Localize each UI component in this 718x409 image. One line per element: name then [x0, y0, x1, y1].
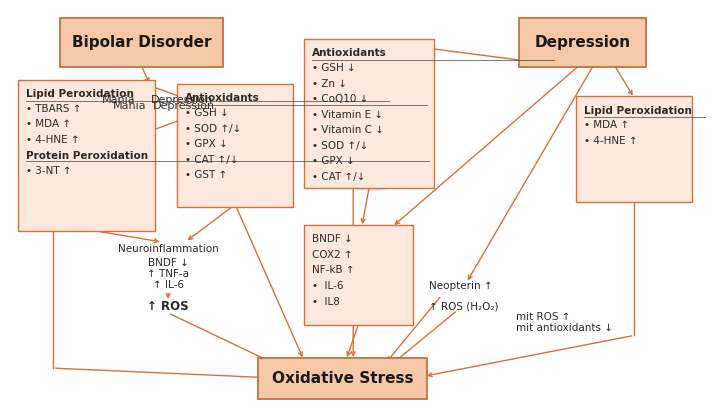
Text: Lipid Peroxidation: Lipid Peroxidation [26, 89, 134, 99]
Text: • Vitamin E ↓: • Vitamin E ↓ [312, 110, 383, 119]
Text: COX2 ↑: COX2 ↑ [312, 250, 353, 260]
Text: • GSH ↓: • GSH ↓ [185, 108, 229, 118]
Text: • MDA ↑: • MDA ↑ [26, 119, 71, 129]
Text: • 4-HNE ↑: • 4-HNE ↑ [26, 135, 80, 145]
Text: • SOD ↑/↓: • SOD ↑/↓ [312, 141, 368, 151]
Text: mit antioxidants ↓: mit antioxidants ↓ [516, 323, 612, 333]
Text: Antioxidants: Antioxidants [312, 48, 387, 58]
Text: • 4-HNE ↑: • 4-HNE ↑ [584, 136, 638, 146]
Text: • MDA ↑: • MDA ↑ [584, 120, 629, 130]
Text: Oxidative Stress: Oxidative Stress [272, 371, 414, 386]
FancyBboxPatch shape [304, 225, 414, 325]
Text: ↑ ROS (H₂O₂): ↑ ROS (H₂O₂) [429, 302, 499, 312]
Text: • Zn ↓: • Zn ↓ [312, 79, 348, 88]
Text: Lipid Peroxidation: Lipid Peroxidation [584, 106, 692, 115]
Text: ↑ IL-6: ↑ IL-6 [153, 281, 184, 290]
Circle shape [348, 126, 373, 140]
Text: • GPX ↓: • GPX ↓ [185, 139, 228, 149]
Text: Neuroinflammation: Neuroinflammation [118, 245, 218, 254]
Text: NF-kB ↑: NF-kB ↑ [312, 265, 355, 275]
FancyBboxPatch shape [519, 18, 646, 67]
Text: Antioxidants: Antioxidants [185, 93, 260, 103]
Text: •  IL8: • IL8 [312, 297, 340, 306]
Text: • TBARS ↑: • TBARS ↑ [26, 104, 82, 114]
Text: • GPX ↓: • GPX ↓ [312, 156, 355, 166]
Circle shape [369, 101, 415, 128]
Circle shape [384, 135, 400, 144]
Text: Mania: Mania [113, 101, 146, 111]
FancyBboxPatch shape [177, 84, 293, 207]
Circle shape [345, 144, 390, 171]
FancyBboxPatch shape [304, 39, 434, 188]
Text: BNDF ↓: BNDF ↓ [312, 234, 353, 244]
FancyBboxPatch shape [18, 80, 155, 231]
Ellipse shape [307, 80, 434, 190]
Text: Depression: Depression [535, 36, 631, 50]
Text: Bipolar Disorder: Bipolar Disorder [72, 36, 211, 50]
FancyBboxPatch shape [576, 96, 692, 202]
Text: Depression: Depression [154, 101, 215, 111]
Text: • GSH ↓: • GSH ↓ [312, 63, 356, 73]
FancyBboxPatch shape [258, 358, 427, 399]
Circle shape [325, 88, 388, 125]
Text: ↑ ROS: ↑ ROS [147, 300, 189, 313]
Text: • Vitamin C ↓: • Vitamin C ↓ [312, 125, 384, 135]
Text: • 3-NT ↑: • 3-NT ↑ [26, 166, 72, 176]
Circle shape [381, 108, 403, 121]
Text: Protein Peroxidation: Protein Peroxidation [26, 151, 148, 160]
Text: Neopterin ↑: Neopterin ↑ [429, 281, 493, 291]
Text: • CAT ↑/↓: • CAT ↑/↓ [185, 155, 238, 164]
Text: • GST ↑: • GST ↑ [185, 170, 228, 180]
Circle shape [342, 98, 371, 115]
Text: • CoQ10 ↓: • CoQ10 ↓ [312, 94, 368, 104]
Circle shape [357, 152, 378, 163]
Text: BNDF ↓: BNDF ↓ [148, 258, 189, 267]
Text: • CAT ↑/↓: • CAT ↑/↓ [312, 172, 365, 182]
Text: Depression: Depression [151, 95, 213, 105]
FancyBboxPatch shape [60, 18, 223, 67]
Text: Mania: Mania [102, 95, 136, 105]
Circle shape [333, 117, 387, 148]
Text: •  IL-6: • IL-6 [312, 281, 344, 291]
Circle shape [374, 129, 410, 149]
Text: mit ROS ↑: mit ROS ↑ [516, 312, 570, 322]
Text: ↑ TNF-a: ↑ TNF-a [147, 269, 189, 279]
Text: • SOD ↑/↓: • SOD ↑/↓ [185, 124, 241, 133]
